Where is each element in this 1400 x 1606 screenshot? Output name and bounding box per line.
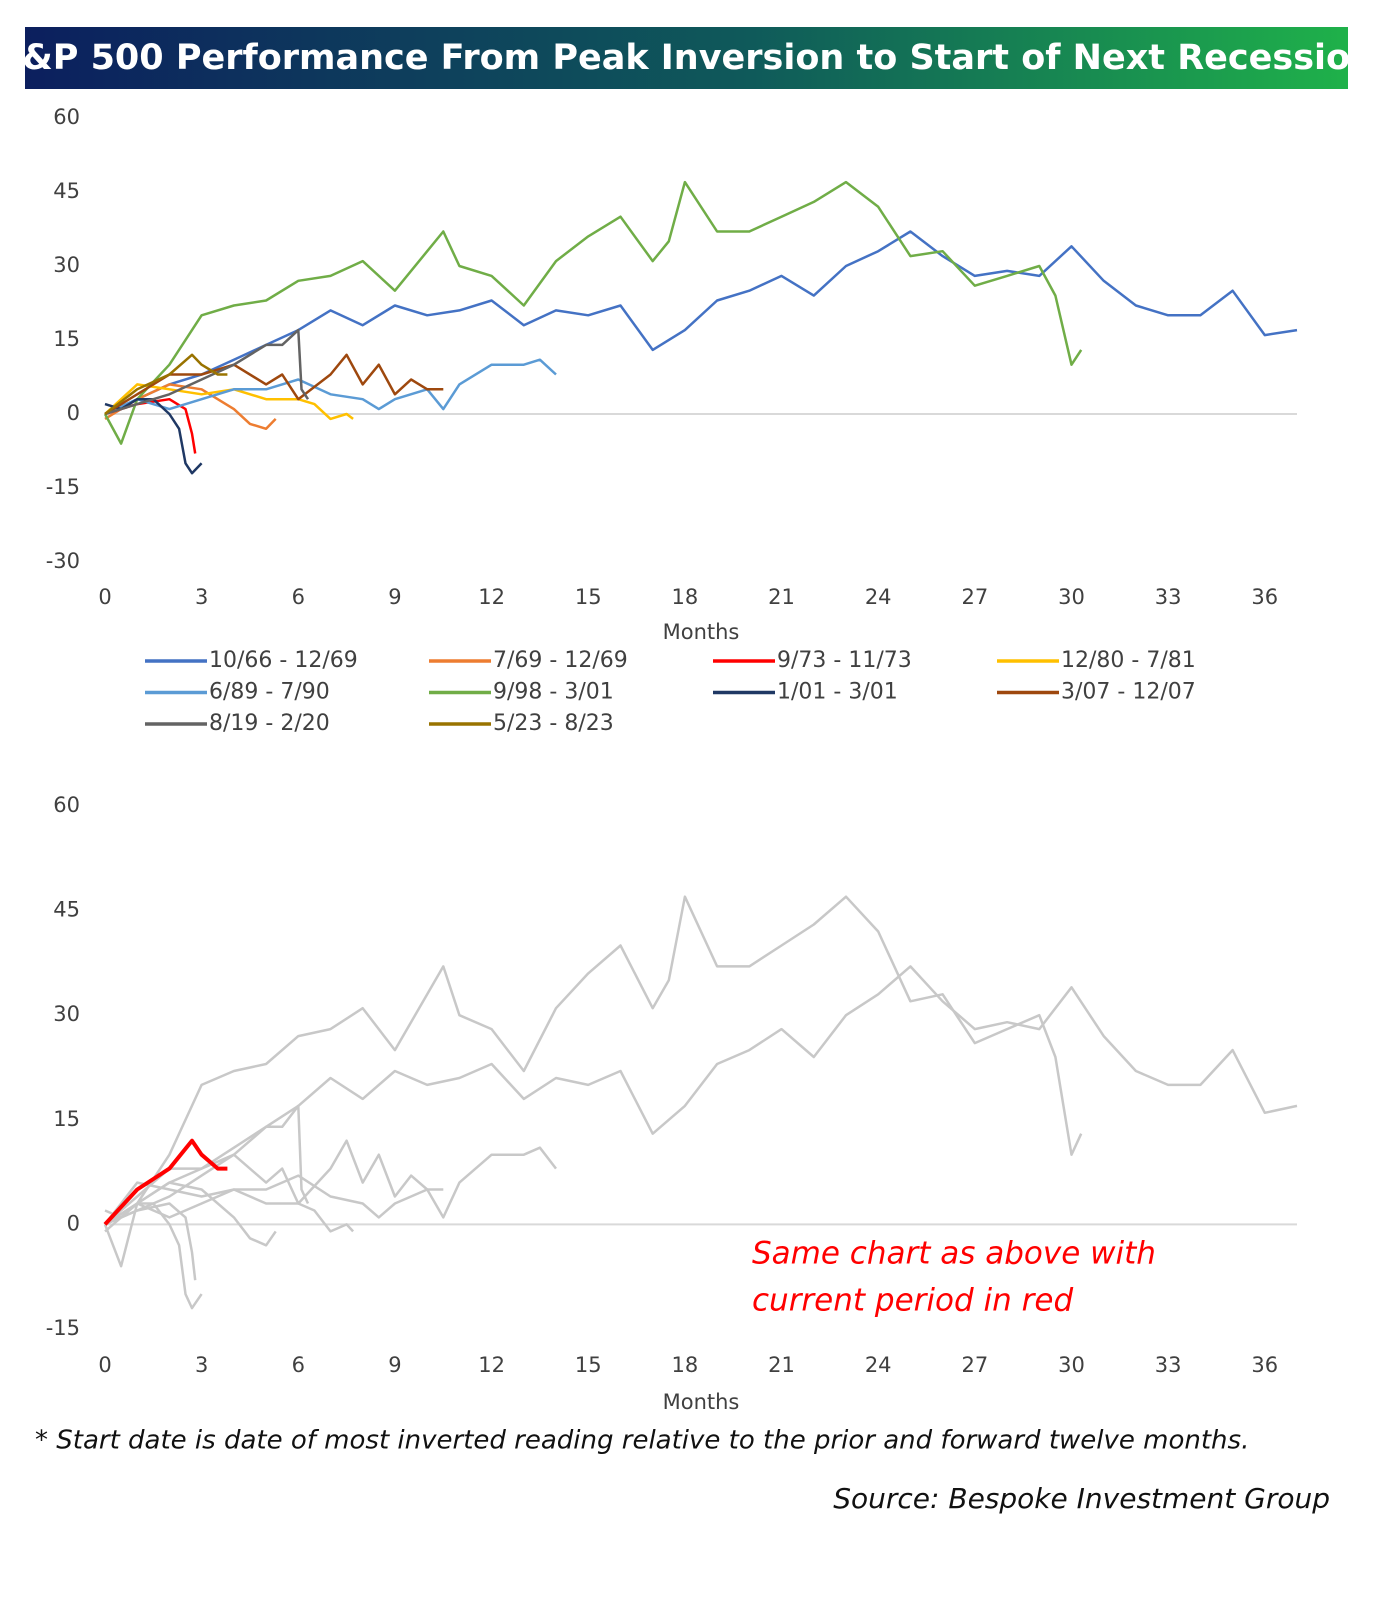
series-line xyxy=(104,965,1298,1226)
x-tick-label: 30 xyxy=(1058,585,1085,609)
x-tick-label: 12 xyxy=(478,1353,505,1377)
x-tick-label: 33 xyxy=(1155,1353,1182,1377)
x-tick-label: 6 xyxy=(292,1353,305,1377)
y-tick-label: 0 xyxy=(67,1211,80,1235)
legend-label: 8/19 - 2/20 xyxy=(209,711,330,736)
legend-label: 9/98 - 3/01 xyxy=(493,680,614,705)
series-line xyxy=(104,1146,557,1226)
y-tick-label: 15 xyxy=(53,327,80,351)
series-line xyxy=(104,383,277,431)
y-tick-label: 15 xyxy=(53,1107,80,1131)
y-tick-label: 0 xyxy=(67,401,80,425)
series-line xyxy=(104,353,228,415)
x-tick-label: 6 xyxy=(292,585,305,609)
x-tick-label: 27 xyxy=(961,585,988,609)
x-tick-label: 27 xyxy=(961,1353,988,1377)
series-line xyxy=(103,1138,228,1226)
x-tick-label: 9 xyxy=(388,1353,401,1377)
series-line xyxy=(104,230,1298,416)
series-line xyxy=(104,1181,277,1247)
x-tick-label: 24 xyxy=(865,1353,892,1377)
x-axis-title: Months xyxy=(663,1390,740,1414)
legend-label: 10/66 - 12/69 xyxy=(209,648,358,673)
x-tick-label: 33 xyxy=(1155,585,1182,609)
x-tick-label: 0 xyxy=(98,585,111,609)
x-tick-label: 30 xyxy=(1058,1353,1085,1377)
y-tick-label: 45 xyxy=(53,179,80,203)
series-line xyxy=(103,895,1083,1268)
series-line xyxy=(104,328,310,416)
x-tick-label: 36 xyxy=(1251,1353,1278,1377)
legend-label: 12/80 - 7/81 xyxy=(1061,648,1196,673)
series-line xyxy=(104,1181,355,1233)
x-tick-label: 21 xyxy=(768,1353,795,1377)
x-tick-label: 12 xyxy=(478,585,505,609)
x-tick-label: 3 xyxy=(195,585,208,609)
annotation: Same chart as above with xyxy=(752,1236,1156,1272)
legend-label: 9/73 - 11/73 xyxy=(777,648,912,673)
source: Source: Bespoke Investment Group xyxy=(833,1482,1330,1515)
legend-label: 5/23 - 8/23 xyxy=(493,711,614,736)
x-tick-label: 36 xyxy=(1251,585,1278,609)
footnote: * Start date is date of most inverted re… xyxy=(35,1426,1249,1456)
title-banner xyxy=(25,27,1348,89)
y-tick-label: -15 xyxy=(46,1316,80,1340)
series-line xyxy=(104,1104,310,1226)
y-tick-label: 30 xyxy=(53,1002,80,1026)
legend-label: 3/07 - 12/07 xyxy=(1061,680,1196,705)
series-line xyxy=(104,353,444,416)
legend-label: 6/89 - 7/90 xyxy=(209,680,330,705)
y-tick-label: 60 xyxy=(53,793,80,817)
x-tick-label: 3 xyxy=(195,1353,208,1377)
legend-label: 1/01 - 3/01 xyxy=(777,680,898,705)
series-line xyxy=(104,358,557,416)
series-line xyxy=(104,1202,203,1310)
x-tick-label: 15 xyxy=(575,585,602,609)
legend-label: 7/69 - 12/69 xyxy=(493,648,628,673)
annotation: current period in red xyxy=(752,1283,1073,1319)
series-line xyxy=(104,1139,444,1226)
series-line xyxy=(103,180,1083,445)
y-tick-label: 45 xyxy=(53,898,80,922)
x-tick-label: 21 xyxy=(768,585,795,609)
y-tick-label: -30 xyxy=(46,549,80,573)
y-tick-label: -15 xyxy=(46,475,80,499)
x-axis-title: Months xyxy=(663,620,740,644)
series-line xyxy=(104,397,203,475)
x-tick-label: 9 xyxy=(388,585,401,609)
chart-title: S&P 500 Performance From Peak Inversion … xyxy=(0,38,1375,78)
x-tick-label: 18 xyxy=(672,1353,699,1377)
x-tick-label: 0 xyxy=(98,1353,111,1377)
series-line xyxy=(104,383,354,421)
x-tick-label: 15 xyxy=(575,1353,602,1377)
y-tick-label: 60 xyxy=(53,105,80,129)
y-tick-label: 30 xyxy=(53,253,80,277)
x-tick-label: 18 xyxy=(672,585,699,609)
x-tick-label: 24 xyxy=(865,585,892,609)
